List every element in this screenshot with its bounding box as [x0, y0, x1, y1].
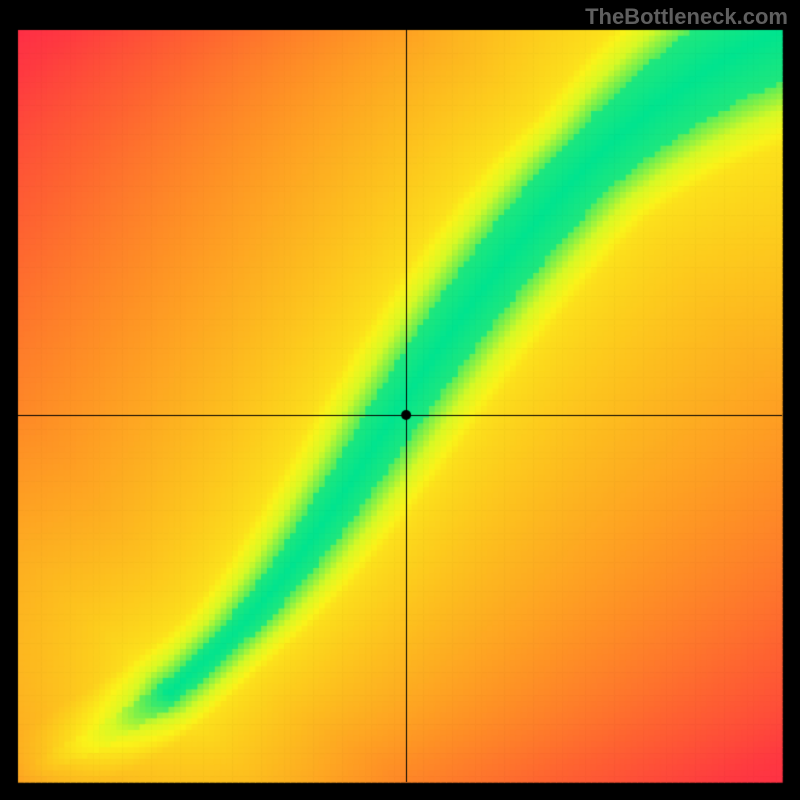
heatmap-canvas — [0, 0, 800, 800]
watermark-text: TheBottleneck.com — [585, 4, 788, 30]
chart-container: TheBottleneck.com — [0, 0, 800, 800]
